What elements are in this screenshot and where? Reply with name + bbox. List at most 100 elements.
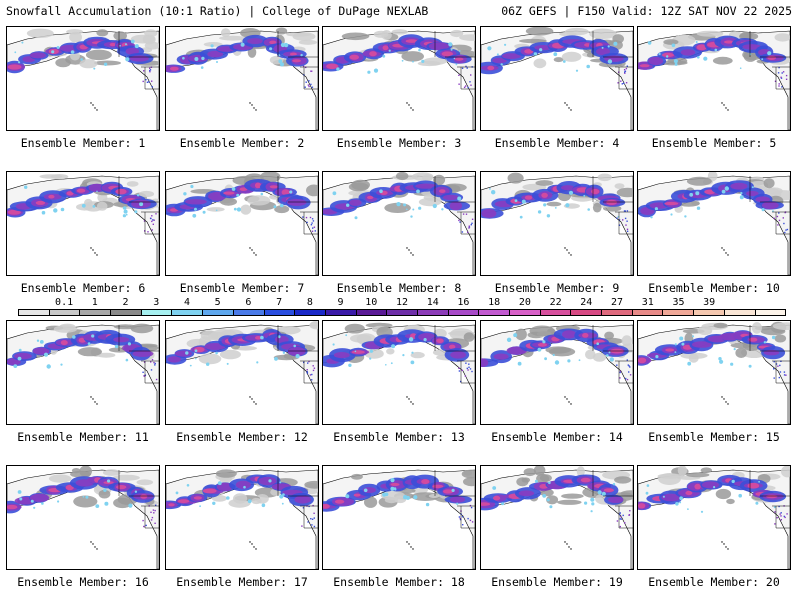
colorbar-swatches xyxy=(18,309,786,316)
colorbar-swatch xyxy=(663,310,695,315)
heavy-snow-swath xyxy=(323,474,472,512)
political-borders xyxy=(749,325,790,384)
header: Snowfall Accumulation (10:1 Ratio) | Col… xyxy=(0,0,800,22)
mountain-snow-speckles xyxy=(617,65,628,85)
colorbar-swatch xyxy=(632,310,664,315)
heavy-snow-swath xyxy=(7,181,157,218)
ensemble-member-label: Ensemble Member: 13 xyxy=(333,430,465,444)
hawaii-islands xyxy=(249,102,257,111)
ensemble-member-map-20 xyxy=(637,465,791,570)
colorbar-swatch xyxy=(233,310,265,315)
ensemble-member-map-12 xyxy=(165,320,319,425)
snowfall-map xyxy=(481,466,633,569)
heavy-snow-swath xyxy=(481,474,624,513)
political-borders xyxy=(277,176,318,235)
hawaii-islands xyxy=(406,247,414,256)
heavy-snow-swath xyxy=(7,36,154,74)
snowfall-map xyxy=(323,172,475,275)
political-borders xyxy=(434,325,475,384)
heavy-snow-swath xyxy=(638,35,787,70)
colorbar-swatch xyxy=(755,310,786,315)
colorbar-swatch xyxy=(602,310,633,315)
snowfall-map xyxy=(323,466,475,569)
ensemble-member-label: Ensemble Member: 15 xyxy=(648,430,780,444)
hawaii-islands xyxy=(406,541,414,550)
colorbar-swatch xyxy=(111,310,142,315)
ensemble-member-label: Ensemble Member: 7 xyxy=(179,281,305,295)
political-borders xyxy=(592,31,633,90)
colorbar-value: 1 xyxy=(91,297,98,308)
ensemble-member-label: Ensemble Member: 9 xyxy=(494,281,620,295)
colorbar-value: 10 xyxy=(365,297,378,308)
colorbar-swatch xyxy=(325,310,357,315)
political-borders xyxy=(434,31,475,90)
ensemble-member-label: Ensemble Member: 6 xyxy=(20,281,146,295)
snowfall-map xyxy=(323,27,475,130)
hawaii-islands xyxy=(249,247,257,256)
hawaii-islands xyxy=(406,396,414,405)
heavy-snow-swath xyxy=(481,328,629,367)
hawaii-islands xyxy=(90,541,98,550)
mountain-snow-speckles xyxy=(774,66,788,88)
snowfall-map xyxy=(7,466,159,569)
mountain-snow-speckles xyxy=(616,359,632,381)
colorbar-value: 12 xyxy=(395,297,409,308)
political-borders xyxy=(277,325,318,384)
snowfall-map xyxy=(481,321,633,424)
colorbar-value: 4 xyxy=(183,297,190,308)
colorbar-swatch xyxy=(356,310,388,315)
colorbar-swatch xyxy=(448,310,480,315)
ensemble-member-label: Ensemble Member: 5 xyxy=(651,136,777,150)
colorbar-swatch xyxy=(49,310,81,315)
heavy-snow-swath xyxy=(166,474,314,510)
colorbar-value: 3 xyxy=(153,297,160,308)
snowfall-map xyxy=(481,27,633,130)
political-borders xyxy=(749,176,790,235)
ensemble-member-map-9 xyxy=(480,171,634,276)
ensemble-member-map-18 xyxy=(322,465,476,570)
colorbar-swatch xyxy=(203,310,234,315)
ensemble-member-map-16 xyxy=(6,465,160,570)
hawaii-islands xyxy=(564,247,572,256)
colorbar-value: 16 xyxy=(457,297,470,308)
heavy-snow-swath xyxy=(481,35,629,75)
mountain-snow-speckles xyxy=(458,362,473,383)
ensemble-member-label: Ensemble Member: 2 xyxy=(179,136,305,150)
snowfall-map xyxy=(7,321,159,424)
mountain-snow-speckles xyxy=(773,360,787,379)
snowfall-map xyxy=(166,172,318,275)
colorbar-value: 14 xyxy=(426,297,439,308)
colorbar-value: 6 xyxy=(245,297,252,308)
ensemble-member-map-11 xyxy=(6,320,160,425)
ensemble-member-map-14 xyxy=(480,320,634,425)
colorbar-value: 31 xyxy=(641,297,654,308)
colorbar-value: 0.1 xyxy=(55,297,74,308)
colorbar-value: 8 xyxy=(306,297,313,308)
colorbar-swatch xyxy=(724,310,756,315)
snowfall-map xyxy=(638,27,790,130)
ensemble-member-label: Ensemble Member: 4 xyxy=(494,136,620,150)
ensemble-member-map-17 xyxy=(165,465,319,570)
colorbar-value: 18 xyxy=(488,297,501,308)
colorbar-swatch xyxy=(479,310,510,315)
ensemble-member-label: Ensemble Member: 12 xyxy=(176,430,308,444)
ensemble-member-map-5 xyxy=(637,26,791,131)
colorbar-swatch xyxy=(510,310,541,315)
hawaii-islands xyxy=(90,247,98,256)
ensemble-member-map-1 xyxy=(6,26,160,131)
snowfall-map xyxy=(481,172,633,275)
hawaii-islands xyxy=(564,396,572,405)
ensemble-member-label: Ensemble Member: 20 xyxy=(648,575,780,589)
ensemble-member-label: Ensemble Member: 1 xyxy=(20,136,146,150)
colorbar-swatch xyxy=(295,310,326,315)
snowfall-map xyxy=(166,321,318,424)
hawaii-islands xyxy=(721,396,729,405)
political-borders xyxy=(118,470,159,529)
political-borders xyxy=(592,470,633,529)
colorbar-value: 27 xyxy=(611,297,624,308)
snowfall-map xyxy=(638,321,790,424)
heavy-snow-swath xyxy=(481,181,626,219)
political-borders xyxy=(118,176,159,235)
ensemble-member-map-8 xyxy=(322,171,476,276)
heavy-snow-swath xyxy=(638,180,784,219)
